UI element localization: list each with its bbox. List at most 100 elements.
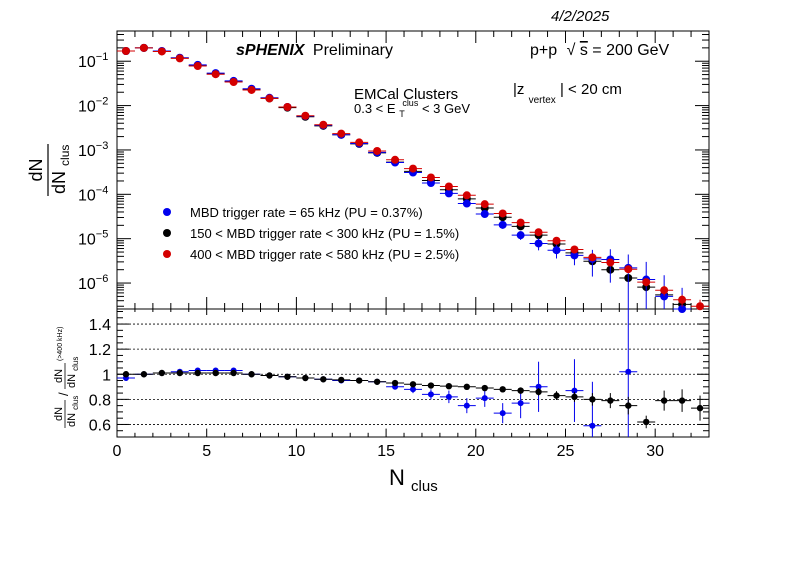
main-point: [409, 164, 417, 173]
ratio-point: [427, 391, 434, 398]
ratio-title-den-den: dN clus: [66, 357, 80, 388]
sqrt-symbol: √: [567, 42, 576, 59]
legend-label-high: 400 < MBD trigger rate < 580 kHz (PU = 2…: [190, 247, 459, 262]
ratio-series-1: [117, 369, 709, 429]
ratio-point: [535, 383, 542, 390]
axis-ticks: [116, 31, 710, 438]
ratio-point: [410, 386, 416, 393]
main-y-tick-base: 10: [78, 99, 96, 116]
main-point: [660, 292, 669, 301]
ratio-point: [158, 369, 166, 377]
main-y-tick-exponent: −6: [96, 273, 109, 285]
main-point: [498, 220, 507, 229]
main-y-tick-label: 10−2: [78, 96, 108, 116]
main-point: [444, 182, 453, 191]
ratio-point: [553, 392, 560, 399]
collision-system-label: p+p √ s = 200 GeV: [530, 42, 670, 59]
x-title-sub: clus: [411, 478, 438, 495]
ratio-y-tick-label: 1.2: [89, 342, 111, 359]
main-point: [229, 78, 238, 87]
main-point: [462, 191, 471, 200]
main-point: [139, 43, 148, 52]
ratio-title-num-den: dN clus: [66, 396, 80, 427]
main-point: [516, 231, 525, 240]
main-point: [534, 239, 543, 248]
data-series: [117, 43, 709, 437]
ratio-point: [194, 369, 201, 377]
legend-marker-high: [163, 250, 171, 258]
ratio-point: [373, 378, 381, 385]
main-point: [247, 85, 256, 94]
ratio-point: [589, 422, 596, 429]
main-point: [588, 253, 597, 262]
zvertex-label: |z vertex | < 20 cm: [513, 81, 622, 107]
ratio-point: [427, 382, 435, 389]
main-point: [301, 111, 310, 120]
axis-tick-labels: 0 5 10 15 20 25 3010−610−510−410−310−210−10.60…: [78, 51, 664, 460]
main-point: [319, 120, 328, 129]
ratio-point: [391, 379, 399, 387]
ratio-point: [571, 387, 578, 394]
main-point: [516, 218, 525, 227]
main-y-title-den-main: dN: [49, 171, 69, 194]
legend-marker-low: [163, 208, 171, 216]
main-y-tick-base: 10: [78, 276, 96, 293]
sqrt-argument: s: [580, 42, 588, 59]
ratio-point: [266, 372, 273, 379]
main-point: [426, 178, 435, 187]
main-point: [462, 199, 471, 208]
zvertex-z: |z: [513, 81, 524, 98]
main-point: [642, 278, 651, 287]
ratio-point: [607, 397, 614, 404]
x-axis-title: N clus: [389, 465, 438, 495]
main-point: [570, 251, 579, 260]
x-tick-label: 25: [557, 443, 575, 460]
main-point: [121, 46, 130, 55]
ratio-point: [481, 384, 488, 392]
legend: MBD trigger rate = 65 kHz (PU = 0.37%) 1…: [163, 205, 459, 262]
ratio-point: [625, 402, 632, 409]
x-title-main: N: [389, 465, 405, 490]
ratio-point: [625, 368, 632, 375]
x-tick-label: 5: [202, 443, 211, 460]
main-point: [211, 70, 220, 79]
ratio-point: [409, 381, 417, 388]
ratio-point: [589, 396, 596, 403]
main-point: [480, 200, 489, 209]
et-cut-low: 0.3 < E: [354, 101, 396, 116]
main-y-tick-base: 10: [78, 187, 96, 204]
zvertex-rest: | < 20 cm: [560, 81, 622, 98]
ratio-title-num-den-sub: clus: [71, 396, 80, 410]
main-y-title-den-sub: clus: [58, 145, 72, 166]
et-cut-high: < 3 GeV: [422, 101, 470, 116]
system-name: p+p: [530, 42, 557, 59]
main-point: [391, 155, 400, 164]
main-y-tick-exponent: −3: [96, 140, 109, 152]
x-tick-label: 30: [646, 443, 664, 460]
x-tick-label: 10: [287, 443, 305, 460]
main-y-tick-exponent: −2: [96, 96, 109, 108]
main-point: [444, 189, 453, 198]
main-point: [498, 209, 507, 218]
main-point: [480, 210, 489, 219]
main-point: [624, 265, 633, 274]
main-y-tick-label: 10−4: [78, 184, 108, 204]
main-point: [570, 245, 579, 254]
ratio-title-den-num: dN: [53, 369, 65, 383]
ratio-title-den-sup: (>400 kHz): [57, 327, 64, 361]
main-y-tick-label: 10−3: [78, 140, 108, 160]
ratio-plot-panel: [116, 308, 710, 438]
et-cut-label: 0.3 < E T clus < 3 GeV: [354, 94, 470, 120]
ratio-point: [338, 376, 345, 384]
main-y-tick-base: 10: [78, 54, 96, 71]
main-point: [337, 129, 346, 138]
main-y-title-denominator: dN clus: [49, 145, 72, 194]
ratio-title-den-den-main: dN: [66, 374, 78, 388]
main-point: [660, 286, 669, 295]
ratio-plot-frame: [116, 308, 710, 438]
ratio-point: [176, 369, 183, 377]
ratio-point: [140, 371, 148, 378]
ratio-title-slash: /: [56, 392, 71, 396]
ratio-point: [696, 404, 704, 412]
